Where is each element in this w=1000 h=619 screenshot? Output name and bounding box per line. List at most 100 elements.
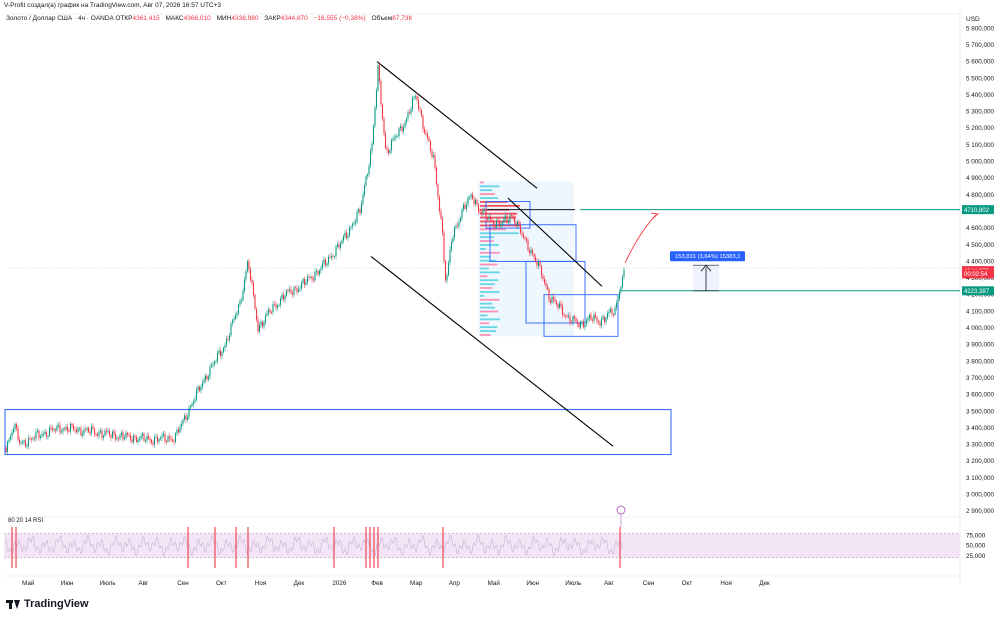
trendline-inner (507, 197, 603, 287)
candle-body (495, 220, 498, 228)
candle-body (285, 290, 288, 296)
candle-body (5, 447, 7, 452)
candle-body (552, 296, 555, 300)
candle-body (180, 423, 183, 428)
price-tick-label: 4 000,000 (966, 325, 995, 332)
candle-body (68, 431, 70, 432)
candle-body (464, 204, 466, 209)
candle-body (191, 404, 193, 407)
candle-body (177, 429, 180, 433)
candle-body (600, 318, 603, 326)
candle-body (453, 227, 456, 238)
candle-body (186, 417, 189, 420)
candle-body (344, 232, 346, 237)
volume-profile-bar (480, 294, 485, 297)
candle-body (455, 225, 457, 228)
candle-body (578, 323, 580, 328)
volume-profile-bar (480, 302, 493, 305)
candle-body (459, 218, 462, 222)
candle-body (125, 432, 127, 438)
candle-body (431, 150, 433, 157)
candle-body (614, 307, 616, 315)
candle-body (432, 155, 435, 157)
candle-body (72, 425, 75, 430)
candle-body (188, 407, 190, 418)
price-tick-label: 3 200,000 (966, 458, 995, 465)
price-tick-label: 3 500,000 (966, 408, 995, 415)
candle-body (336, 244, 339, 247)
volume-profile-bar (480, 259, 497, 262)
projection-arrow (624, 214, 657, 264)
time-tick-label: Авг (604, 580, 615, 587)
rsi-tick-label: 75,000 (966, 532, 986, 539)
symbol-name[interactable]: Золото / Доллар США · 4ч · OANDA (6, 15, 114, 22)
candle-body (305, 282, 307, 285)
candle-body (510, 215, 513, 217)
time-tick-label: Окт (216, 580, 227, 587)
candle-body (593, 314, 595, 321)
candle-body (456, 225, 459, 227)
candle-body (434, 155, 436, 168)
volume-profile-bar (480, 240, 494, 242)
candle-body (416, 96, 418, 100)
candle-body (354, 221, 357, 224)
candle-body (173, 440, 175, 442)
volume-profile-bar (480, 193, 496, 196)
candle-body (141, 433, 144, 436)
volume-profile-bar (480, 275, 488, 278)
candle-body (594, 314, 597, 318)
candle-body (162, 433, 165, 436)
candle-body (80, 427, 82, 436)
candle-body (348, 227, 351, 236)
candle-body (438, 197, 441, 212)
candle-body (26, 446, 28, 447)
candle-body (608, 311, 610, 314)
candle-body (317, 271, 319, 275)
candle-body (228, 335, 231, 340)
zone-box (543, 294, 619, 337)
time-tick-label: Авг (138, 580, 149, 587)
candle-body (462, 204, 465, 210)
candle-body (369, 151, 372, 167)
candle-body (467, 198, 469, 205)
channel-upper-line (376, 61, 538, 189)
candle-body (288, 289, 291, 291)
candle-body (572, 316, 574, 323)
candle-body (156, 436, 159, 442)
candle-body (441, 218, 444, 233)
candle-body (32, 438, 34, 440)
measure-label: 153,831 (3,64%) 15383,1 (675, 254, 740, 260)
candle-body (335, 246, 337, 257)
candle-body (329, 256, 331, 258)
candle-body (98, 432, 100, 436)
candle-body (155, 436, 157, 438)
candle-body (293, 287, 295, 295)
volume-value: 87,73К (392, 15, 413, 22)
candle-body (185, 415, 187, 420)
candle-body (35, 432, 37, 439)
candle-body (120, 432, 123, 435)
volume-profile-bar (480, 247, 486, 250)
candle-body (77, 428, 79, 433)
candle-body (104, 430, 106, 436)
price-tick-label: 5 600,000 (966, 59, 995, 66)
currency-label[interactable]: USD (966, 16, 980, 23)
candle-body (584, 324, 586, 328)
price-tick-label: 3 000,000 (966, 492, 995, 499)
candle-body (602, 316, 604, 319)
candle-body (62, 428, 64, 432)
candle-body (557, 304, 559, 308)
candle-body (444, 261, 447, 281)
candle-body (554, 299, 556, 302)
candle-body (378, 65, 381, 82)
candle-body (278, 304, 280, 306)
candle-body (582, 321, 585, 328)
candle-body (11, 432, 13, 437)
price-tick-label: 5 700,000 (966, 42, 995, 49)
candle-body (588, 314, 591, 319)
demand-zone-box (4, 409, 672, 456)
candle-body (219, 350, 222, 356)
candle-body (357, 209, 360, 212)
candle-body (159, 437, 162, 440)
